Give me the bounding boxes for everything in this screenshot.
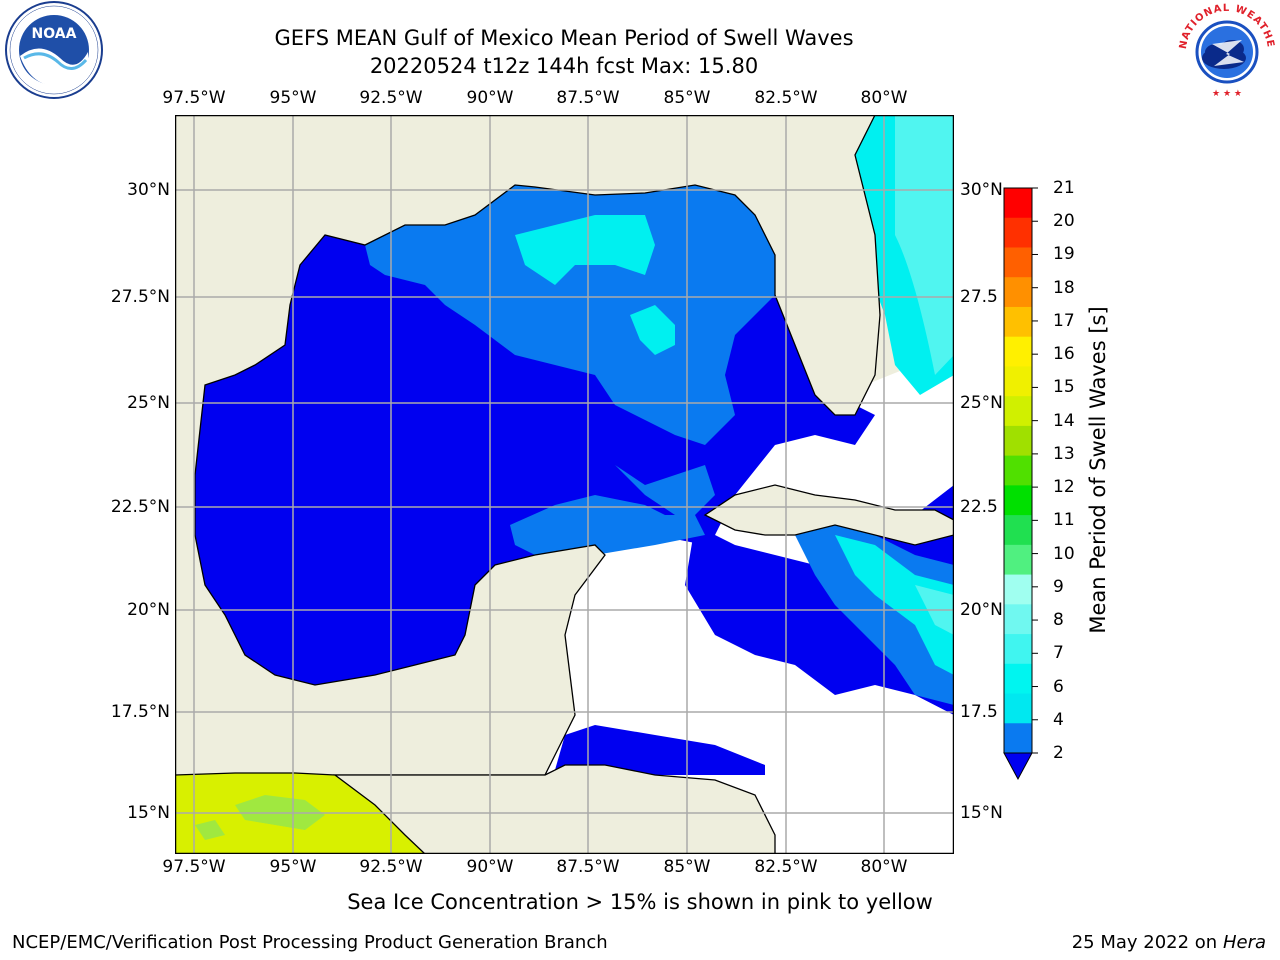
noaa-logo: NOAA [5, 1, 103, 99]
chart-subtitle: 20220524 t12z 144h fcst Max: 15.80 [369, 54, 759, 78]
colorbar-tick-label: 6 [1053, 676, 1064, 697]
colorbar-segment [1004, 277, 1032, 308]
coastlines [175, 115, 954, 854]
gulf-of-mexico-map [175, 115, 954, 854]
chart-title: GEFS MEAN Gulf of Mexico Mean Period of … [274, 26, 854, 50]
lon-label-top: 82.5°W [754, 88, 818, 108]
colorbar-tick-label: 11 [1053, 510, 1075, 531]
lon-label-top: 87.5°W [556, 88, 620, 108]
sea-ice-footnote: Sea Ice Concentration > 15% is shown in … [347, 890, 933, 914]
colorbar-segment [1004, 693, 1032, 724]
colorbar-segment [1004, 455, 1032, 486]
lat-label-right: 15°N [960, 803, 1003, 823]
lon-label-bottom: 80°W [860, 857, 908, 877]
lat-label-left: 20°N [127, 600, 170, 620]
colorbar-title: Mean Period of Swell Waves [s] [1086, 306, 1110, 634]
footer-date: 25 May 2022 on Hera [1072, 932, 1266, 953]
lat-label-right: 22.5 [960, 497, 998, 517]
colorbar-segment [1004, 396, 1032, 427]
colorbar-tick-label: 20 [1053, 211, 1075, 232]
colorbar-segment [1004, 485, 1032, 516]
lon-label-bottom: 85°W [663, 857, 711, 877]
lat-label-left: 15°N [127, 803, 170, 823]
colorbar-tick-label: 12 [1053, 477, 1075, 498]
lon-label-bottom: 82.5°W [754, 857, 818, 877]
colorbar-segment [1004, 604, 1032, 635]
colorbar-tick-label: 14 [1053, 410, 1075, 431]
colorbar-segment [1004, 188, 1032, 219]
lon-label-bottom: 90°W [466, 857, 514, 877]
colorbar-tick-label: 2 [1053, 743, 1064, 763]
colorbar-segment [1004, 634, 1032, 665]
map-frame [175, 115, 954, 854]
colorbar-tick-label: 9 [1053, 576, 1064, 597]
colorbar-segment [1004, 425, 1032, 457]
lon-label-top: 80°W [860, 88, 908, 108]
colorbar-tick-label: 21 [1053, 178, 1075, 198]
colorbar-segment [1004, 366, 1032, 397]
lat-label-right: 30°N [960, 180, 1003, 200]
colorbar-tick-label: 15 [1053, 377, 1075, 398]
lat-label-right: 20°N [960, 600, 1003, 620]
colorbar [1003, 187, 1038, 781]
colorbar-frame [1003, 187, 1033, 754]
colorbar-tick-label: 4 [1053, 709, 1064, 730]
colorbar-segment [1004, 217, 1032, 248]
lat-label-left: 22.5°N [110, 497, 170, 517]
colorbar-segment [1004, 544, 1032, 576]
swell-region-4s [365, 185, 775, 445]
lon-label-top: 92.5°W [359, 88, 423, 108]
lon-label-bottom: 87.5°W [556, 857, 620, 877]
colorbar-tick-label: 7 [1053, 643, 1064, 664]
lat-label-left: 25°N [127, 393, 170, 413]
lon-label-top: 95°W [269, 88, 317, 108]
footer-host: Hera [1222, 932, 1266, 953]
lon-label-bottom: 97.5°W [162, 857, 226, 877]
colorbar-segment [1004, 574, 1032, 605]
colorbar-tick-label: 19 [1053, 244, 1075, 265]
nws-logo: NATIONAL WEATHER SERVICE ★ ★ ★ [1174, 0, 1275, 100]
footer-credit: NCEP/EMC/Verification Post Processing Pr… [12, 932, 608, 953]
lon-label-bottom: 95°W [269, 857, 317, 877]
colorbar-segment [1004, 723, 1032, 754]
lat-label-right: 17.5 [960, 702, 998, 722]
footer-date-text: 25 May 2022 on [1071, 932, 1218, 953]
swell-region-6s [515, 215, 655, 285]
lat-label-left: 17.5°N [110, 702, 170, 722]
lon-label-top: 85°W [663, 88, 711, 108]
colorbar-tick-label: 8 [1053, 610, 1064, 631]
noaa-logo-text: NOAA [32, 26, 77, 42]
colorbar-segment [1004, 336, 1032, 367]
colorbar-tick-label: 10 [1053, 543, 1075, 564]
colorbar-tick-label: 18 [1053, 277, 1075, 298]
lon-label-top: 90°W [466, 88, 514, 108]
lat-label-left: 30°N [127, 180, 170, 200]
lat-label-left: 27.5°N [110, 287, 170, 307]
colorbar-tick-label: 13 [1053, 443, 1075, 464]
colorbar-segment [1004, 247, 1032, 278]
lat-label-right: 25°N [960, 393, 1003, 413]
colorbar-segment [1004, 663, 1032, 695]
lon-label-bottom: 92.5°W [359, 857, 423, 877]
svg-text:★ ★ ★: ★ ★ ★ [1212, 89, 1242, 99]
lon-label-top: 97.5°W [162, 88, 226, 108]
colorbar-segment [1004, 306, 1032, 338]
lat-label-right: 27.5 [960, 287, 998, 307]
colorbar-tick-label: 17 [1053, 310, 1075, 331]
colorbar-under-arrow [1003, 752, 1033, 781]
colorbar-tick-label: 16 [1053, 344, 1075, 365]
colorbar-segment [1004, 515, 1032, 546]
graticule [175, 115, 954, 854]
